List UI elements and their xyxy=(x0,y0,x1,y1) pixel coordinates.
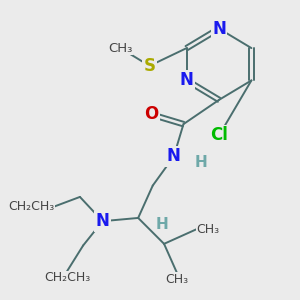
Text: H: H xyxy=(156,217,169,232)
Text: Cl: Cl xyxy=(210,126,228,144)
Text: N: N xyxy=(212,20,226,38)
Text: S: S xyxy=(143,57,155,75)
Text: N: N xyxy=(167,148,181,166)
Text: N: N xyxy=(180,71,194,89)
Text: CH₃: CH₃ xyxy=(108,42,133,55)
Text: N: N xyxy=(96,212,110,230)
Text: H: H xyxy=(195,155,208,170)
Text: CH₃: CH₃ xyxy=(165,273,189,286)
Text: CH₂CH₃: CH₂CH₃ xyxy=(44,271,90,284)
Text: CH₂CH₃: CH₂CH₃ xyxy=(8,200,54,213)
Text: O: O xyxy=(144,105,158,123)
Text: CH₃: CH₃ xyxy=(196,223,220,236)
